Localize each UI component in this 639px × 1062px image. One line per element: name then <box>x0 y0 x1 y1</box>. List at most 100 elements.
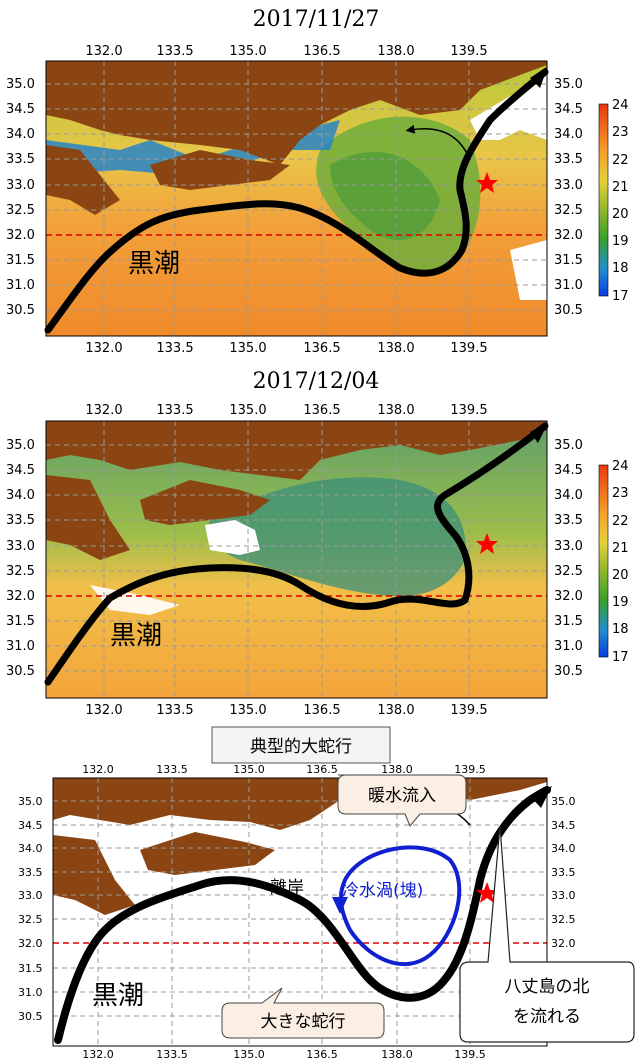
svg-text:21: 21 <box>612 541 629 556</box>
panel-1: 2017/11/27 黒潮 <box>6 7 629 356</box>
svg-text:31.0: 31.0 <box>18 986 43 999</box>
svg-text:32.5: 32.5 <box>554 203 583 218</box>
section-label: 典型的大蛇行 <box>250 737 352 757</box>
svg-text:139.5: 139.5 <box>450 703 487 718</box>
svg-text:138.0: 138.0 <box>381 763 413 776</box>
svg-text:136.5: 136.5 <box>303 44 340 59</box>
svg-text:135.0: 135.0 <box>229 341 266 356</box>
svg-text:132.0: 132.0 <box>85 341 122 356</box>
svg-text:31.5: 31.5 <box>6 614 35 629</box>
svg-text:32.5: 32.5 <box>6 203 35 218</box>
panel-2-stream-label: 黒潮 <box>110 621 162 651</box>
warm-inflow-callout <box>337 774 467 827</box>
svg-text:34.0: 34.0 <box>6 488 35 503</box>
svg-text:132.0: 132.0 <box>85 44 122 59</box>
svg-text:132.0: 132.0 <box>82 763 114 776</box>
svg-text:31.5: 31.5 <box>554 253 583 268</box>
big-meander-label: 大きな蛇行 <box>261 1012 346 1032</box>
panel-1-y-ticks: 35.0 34.5 34.0 33.5 33.0 32.5 32.0 31.5 31.0… <box>6 77 583 318</box>
svg-text:136.5: 136.5 <box>303 341 340 356</box>
panel-2-star-hachijo <box>476 533 498 554</box>
svg-text:132.0: 132.0 <box>85 403 122 418</box>
svg-text:136.5: 136.5 <box>303 703 340 718</box>
panel-2-shikoku <box>140 480 270 525</box>
panel-2-kyushu <box>46 475 130 560</box>
svg-text:21: 21 <box>612 180 629 195</box>
panel-2-kuroshio-path <box>44 422 549 686</box>
panel-1-path-arrowhead <box>530 66 548 88</box>
svg-text:20: 20 <box>612 568 629 583</box>
svg-text:35.0: 35.0 <box>18 795 43 808</box>
big-meander-callout <box>221 987 385 1039</box>
svg-text:31.0: 31.0 <box>554 278 583 293</box>
svg-text:35.0: 35.0 <box>554 438 583 453</box>
svg-text:30.5: 30.5 <box>18 1010 43 1023</box>
panel-1-date: 2017/11/27 <box>253 7 380 32</box>
panel-1-stream-label: 黒潮 <box>128 249 180 279</box>
svg-text:33.5: 33.5 <box>551 866 576 879</box>
svg-text:19: 19 <box>612 595 629 610</box>
svg-text:34.0: 34.0 <box>554 488 583 503</box>
svg-text:136.5: 136.5 <box>306 763 338 776</box>
svg-text:132.0: 132.0 <box>82 1048 114 1061</box>
panel-2-colorbar-ticks: 24 23 22 21 20 19 18 17 <box>612 459 629 665</box>
svg-text:34.5: 34.5 <box>551 819 576 832</box>
panel-1-star-hachijo <box>476 172 498 193</box>
svg-text:34.5: 34.5 <box>6 102 35 117</box>
svg-text:34.5: 34.5 <box>554 463 583 478</box>
svg-text:30.5: 30.5 <box>554 664 583 679</box>
hachijo-callout <box>459 825 635 1043</box>
panel-1-colorbar <box>598 103 609 297</box>
svg-text:33.0: 33.0 <box>6 539 35 554</box>
svg-text:31.0: 31.0 <box>6 278 35 293</box>
panel-2-x-ticks: 132.0 133.5 135.0 136.5 138.0 139.5 132.0 13… <box>85 403 487 718</box>
svg-text:135.0: 135.0 <box>233 1048 265 1061</box>
panel-3-shikoku <box>140 832 275 875</box>
svg-text:31.0: 31.0 <box>6 639 35 654</box>
svg-text:34.0: 34.0 <box>6 127 35 142</box>
svg-text:139.5: 139.5 <box>454 763 486 776</box>
panel-1-kyushu <box>46 145 120 215</box>
warm-inflow-label: 暖水流入 <box>368 786 436 806</box>
svg-text:30.5: 30.5 <box>554 303 583 318</box>
panel-3-y-ticks: 35.0 34.5 34.0 33.5 33.0 32.5 32.0 31.5 31.0… <box>18 795 576 1023</box>
panel-3-star-hachijo <box>476 882 498 903</box>
svg-text:24: 24 <box>612 98 629 113</box>
panel-3-eddy-arrowhead <box>332 897 348 914</box>
panel-2-colorbar <box>598 464 609 658</box>
svg-text:32.0: 32.0 <box>6 589 35 604</box>
svg-text:35.0: 35.0 <box>6 438 35 453</box>
panel-2-y-ticks: 35.0 34.5 34.0 33.5 33.0 32.5 32.0 31.5 31.0… <box>6 438 583 679</box>
svg-text:138.0: 138.0 <box>377 341 414 356</box>
svg-text:35.0: 35.0 <box>551 795 576 808</box>
svg-text:31.5: 31.5 <box>554 614 583 629</box>
svg-text:135.0: 135.0 <box>229 44 266 59</box>
svg-text:138.0: 138.0 <box>381 1048 413 1061</box>
svg-text:34.0: 34.0 <box>554 127 583 142</box>
panel-3-cold-eddy-loop <box>338 845 462 966</box>
svg-text:24: 24 <box>612 459 629 474</box>
offshore-label: 離岸 <box>270 878 304 898</box>
svg-text:32.5: 32.5 <box>551 913 576 926</box>
panel-1-colorbar-ticks: 24 23 22 21 20 19 18 17 <box>612 98 629 304</box>
svg-text:33.0: 33.0 <box>551 889 576 902</box>
svg-text:19: 19 <box>612 234 629 249</box>
svg-text:33.5: 33.5 <box>554 513 583 528</box>
panel-1-grid <box>46 61 547 336</box>
svg-text:135.0: 135.0 <box>229 703 266 718</box>
svg-text:33.5: 33.5 <box>6 513 35 528</box>
svg-text:31.0: 31.0 <box>554 639 583 654</box>
svg-text:17: 17 <box>612 289 629 304</box>
hachijo-line-2: を流れる <box>513 1007 581 1027</box>
panel-2-path-arrowhead <box>530 423 548 443</box>
svg-text:138.0: 138.0 <box>377 44 414 59</box>
panel-1-kuroshio-path <box>44 68 549 334</box>
svg-text:133.5: 133.5 <box>156 403 193 418</box>
svg-text:33.0: 33.0 <box>554 539 583 554</box>
svg-text:133.5: 133.5 <box>156 763 188 776</box>
svg-text:132.0: 132.0 <box>85 703 122 718</box>
panel-2: 2017/12/04 黒潮 132.0 133.5 135.0 136.5 138.… <box>6 369 629 718</box>
svg-text:34.5: 34.5 <box>18 819 43 832</box>
svg-text:34.0: 34.0 <box>551 842 576 855</box>
